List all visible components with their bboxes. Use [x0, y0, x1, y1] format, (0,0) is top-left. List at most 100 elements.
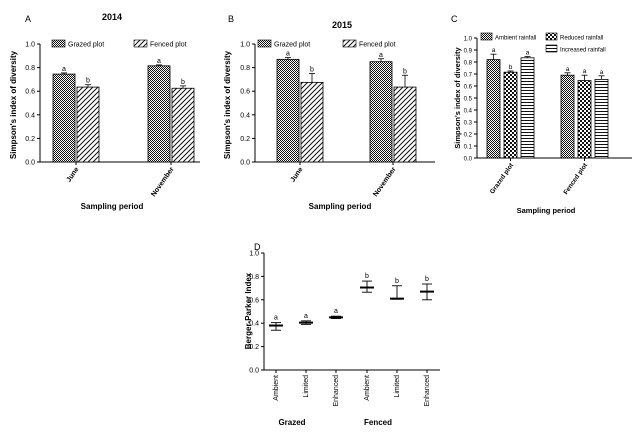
bar — [276, 58, 300, 163]
bar — [560, 74, 575, 159]
group-label: Fenced — [364, 418, 392, 427]
x-tick-label: November — [372, 166, 398, 198]
bar — [147, 65, 171, 163]
x-tick-label: June — [290, 166, 305, 183]
bar — [52, 73, 76, 163]
panel-c: C Simpson's index of diversity Sampling … — [451, 14, 632, 215]
panel-a: A 2014 Simpson's index of diversity Samp… — [9, 12, 200, 211]
panel-label: B — [228, 14, 234, 24]
x-tick-label: November — [150, 166, 176, 198]
x-tick-label: Fenced plot — [562, 161, 589, 196]
bar — [594, 79, 609, 159]
y-axis-label: Simpson's index of diversity — [453, 46, 462, 148]
panel-label: C — [451, 14, 458, 24]
y-tick-label: 1.0 — [240, 42, 250, 49]
y-tick-label: 0.8 — [240, 65, 250, 72]
bar — [503, 71, 518, 159]
y-tick-label: 0.2 — [240, 136, 250, 143]
group-label: Grazed — [278, 418, 305, 427]
y-tick-label: 0.4 — [464, 109, 473, 115]
y-tick-label: 0.1 — [464, 145, 473, 151]
significance-letter: a — [62, 66, 66, 73]
x-tick-label: Limited — [394, 375, 401, 398]
legend-swatch — [480, 32, 493, 41]
panel-b: B 2015 Simpson's index of diversity Samp… — [223, 14, 435, 211]
x-tick-label: Ambient — [273, 375, 280, 401]
legend-label: Reduced rainfall — [560, 36, 603, 42]
y-axis-label: Simpson's index of diversity — [223, 50, 232, 159]
x-axis-label: Sampling period — [309, 202, 372, 211]
bar — [76, 86, 100, 163]
chart-title: 2014 — [102, 12, 122, 22]
x-tick-label: Enhanced — [333, 375, 340, 407]
legend-label: Grazed plot — [68, 42, 104, 49]
y-tick-label: 1.0 — [464, 37, 473, 43]
legend-swatch — [51, 39, 66, 48]
significance-letter: a — [157, 58, 161, 65]
y-tick-label: 1.0 — [25, 42, 35, 49]
significance-letter: b — [181, 79, 185, 86]
y-tick-label: 0.6 — [464, 85, 473, 91]
y-tick-label: 0.6 — [25, 89, 35, 96]
panel-label: D — [254, 242, 261, 252]
y-tick-label: 0.0 — [25, 160, 35, 167]
y-tick-label: 0.3 — [464, 121, 473, 127]
y-tick-label: 0.8 — [25, 65, 35, 72]
x-tick-label: Ambient — [364, 375, 371, 401]
y-axis-label: Simpson's index of diversity — [9, 50, 18, 159]
significance-letter: a — [583, 68, 587, 75]
y-tick-label: 0.4 — [249, 321, 259, 328]
significance-letter: a — [600, 69, 604, 76]
significance-letter: b — [425, 276, 429, 283]
significance-letter: b — [403, 68, 407, 75]
legend-label: Increased rainfall — [560, 48, 606, 54]
panel-label: A — [25, 14, 31, 24]
legend-swatch — [342, 39, 357, 48]
significance-letter: a — [566, 66, 570, 73]
chart-title: 2015 — [332, 20, 352, 30]
y-tick-label: 0.0 — [240, 160, 250, 167]
bar — [369, 61, 393, 163]
y-axis-label: Berger-Parker Index — [244, 272, 253, 349]
bar — [300, 81, 324, 163]
legend-swatch — [133, 39, 148, 48]
y-tick-label: 1.0 — [249, 251, 259, 258]
significance-letter: b — [86, 78, 90, 85]
y-tick-label: 0.5 — [464, 97, 473, 103]
significance-letter: a — [379, 52, 383, 59]
significance-letter: b — [365, 273, 369, 280]
x-tick-label: June — [66, 166, 81, 183]
y-tick-label: 0.2 — [25, 136, 35, 143]
significance-letter: a — [274, 315, 278, 322]
legend-swatch — [545, 44, 558, 53]
bar — [486, 59, 501, 159]
bar — [577, 80, 592, 159]
y-tick-label: 0.8 — [464, 61, 473, 67]
legend-swatch — [257, 39, 272, 48]
significance-letter: a — [492, 47, 496, 54]
y-tick-label: 0.4 — [240, 112, 250, 119]
significance-letter: a — [334, 308, 338, 315]
bar — [520, 57, 535, 159]
y-tick-label: 0.9 — [464, 49, 473, 55]
y-tick-label: 0.4 — [25, 112, 35, 119]
significance-letter: b — [310, 67, 314, 74]
y-tick-label: 0.0 — [464, 157, 473, 163]
bar — [171, 87, 195, 163]
panel-d: D Berger-Parker Index 0.0 0.2 0.4 0.6 0.8 1.0… — [244, 242, 440, 427]
x-axis-label: Sampling period — [517, 206, 576, 215]
y-tick-label: 0.2 — [464, 133, 473, 139]
y-tick-label: 0.0 — [249, 368, 259, 375]
significance-letter: b — [395, 278, 399, 285]
x-tick-label: Limited — [303, 375, 310, 398]
legend-label: Grazed plot — [274, 42, 310, 49]
x-tick-label: Grazed plot — [489, 161, 516, 195]
significance-letter: a — [304, 313, 308, 320]
significance-letter: a — [526, 50, 530, 57]
y-tick-label: 0.6 — [240, 89, 250, 96]
significance-letter: a — [286, 51, 290, 58]
x-axis-label: Sampling period — [81, 202, 144, 211]
legend-label: Ambient rainfall — [495, 36, 536, 42]
significance-letter: b — [509, 64, 513, 71]
